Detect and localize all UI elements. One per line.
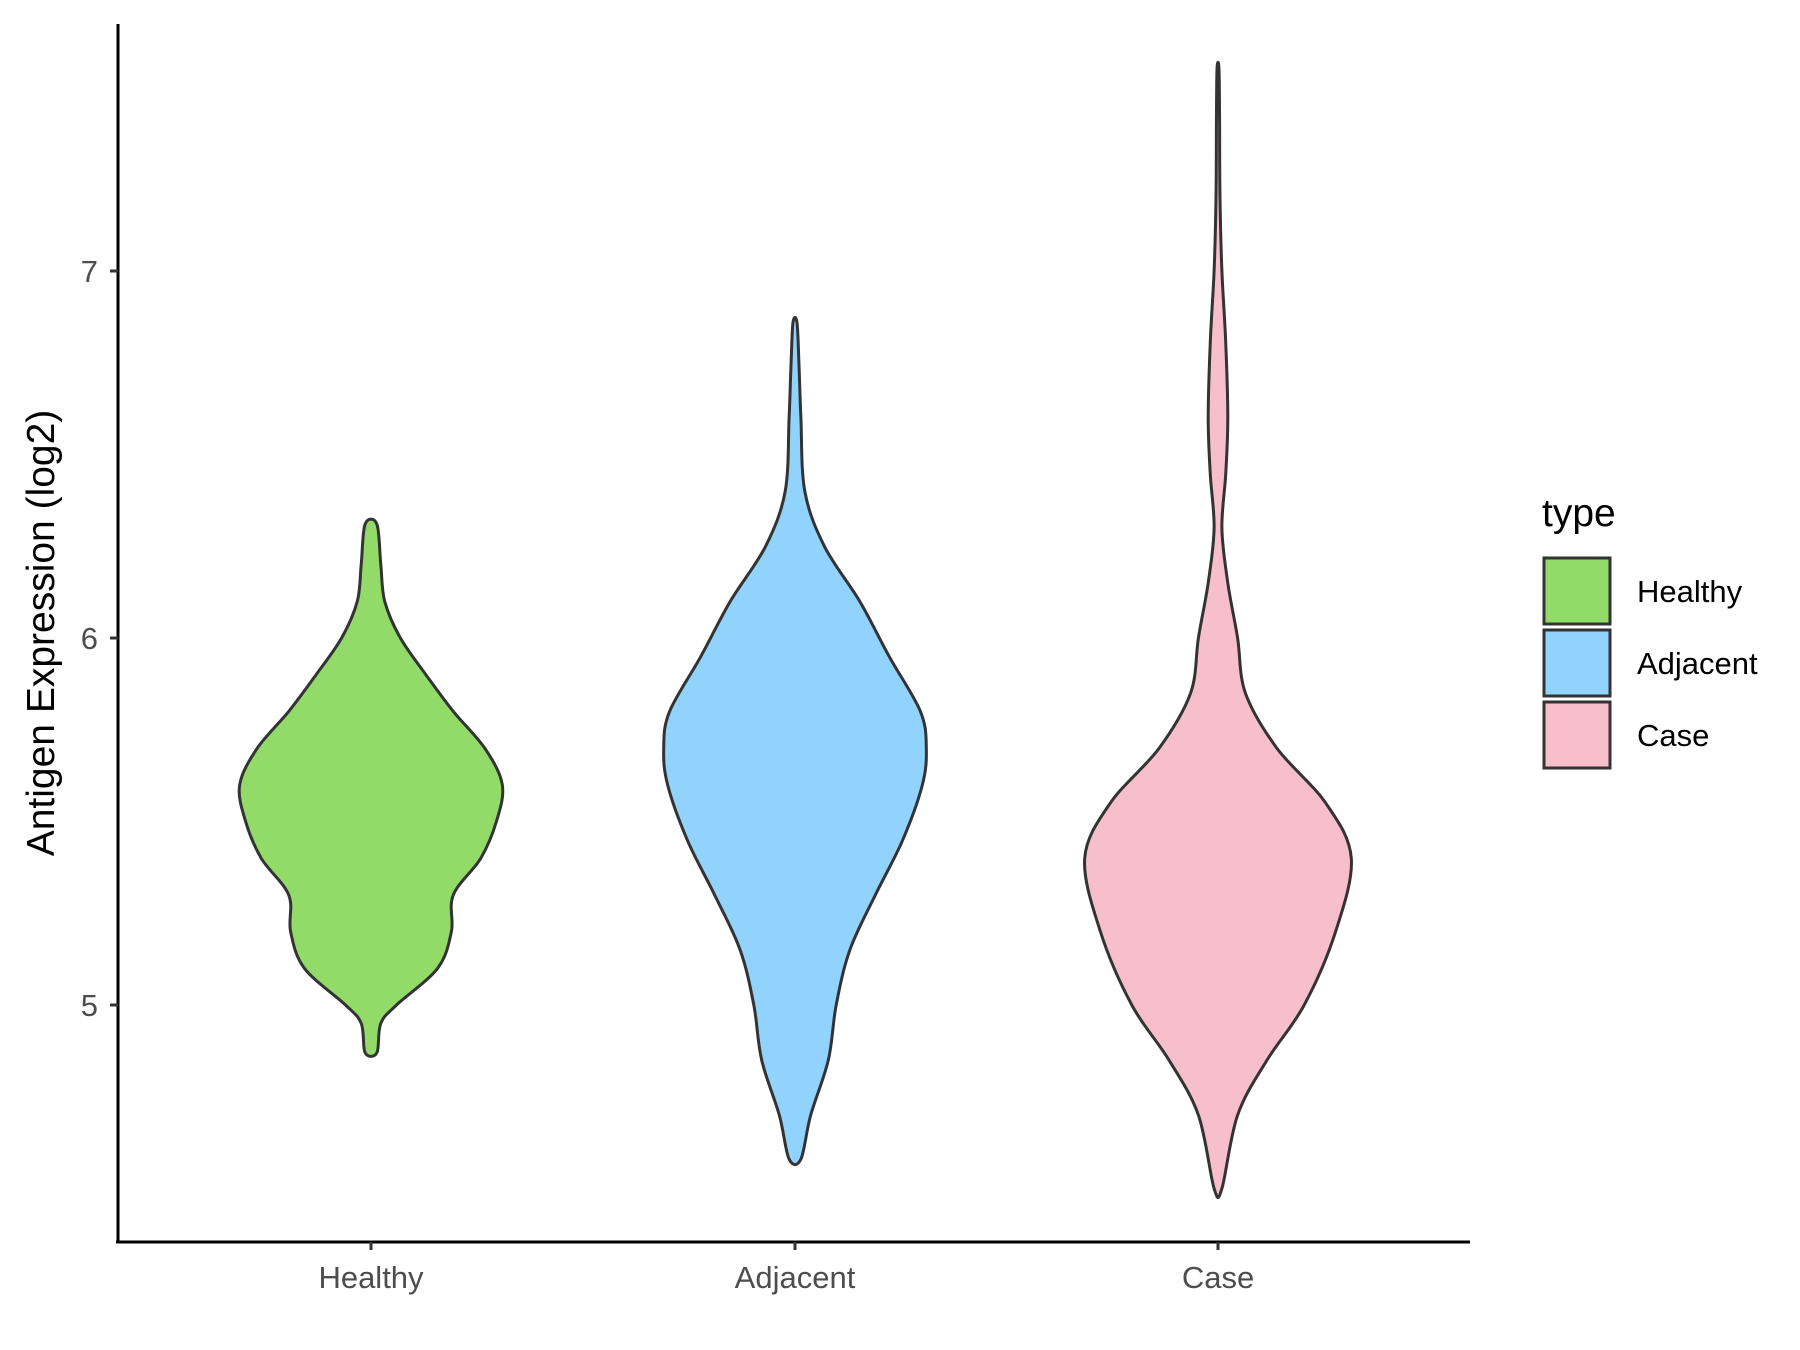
legend-items: Healthy Adjacent Case xyxy=(1542,556,1758,770)
violin-healthy xyxy=(237,517,505,1058)
violin-adjacent xyxy=(662,315,928,1167)
x-tick-label: Adjacent xyxy=(735,1260,856,1295)
legend-label-adjacent: Adjacent xyxy=(1637,646,1758,681)
violin-case xyxy=(1083,60,1353,1200)
x-tick-label: Case xyxy=(1182,1260,1254,1295)
legend: type Healthy Adjacent Case xyxy=(1542,492,1758,770)
violin-layer xyxy=(237,60,1353,1200)
x-ticks: Healthy Adjacent Case xyxy=(318,1242,1254,1295)
x-tick-label: Healthy xyxy=(318,1260,424,1295)
axes xyxy=(116,24,1470,1244)
legend-swatch-healthy xyxy=(1542,556,1612,626)
legend-label-healthy: Healthy xyxy=(1637,574,1743,609)
legend-swatch-adjacent xyxy=(1542,628,1612,698)
y-axis-title: Antigen Expression (log2) xyxy=(20,410,63,857)
y-ticks: 5 6 7 xyxy=(81,254,118,1023)
y-tick-label: 5 xyxy=(81,988,98,1023)
y-tick-label: 6 xyxy=(81,621,98,656)
legend-label-case: Case xyxy=(1637,718,1709,753)
legend-swatch-case xyxy=(1542,700,1612,770)
legend-title: type xyxy=(1542,492,1616,535)
y-tick-label: 7 xyxy=(81,254,98,289)
